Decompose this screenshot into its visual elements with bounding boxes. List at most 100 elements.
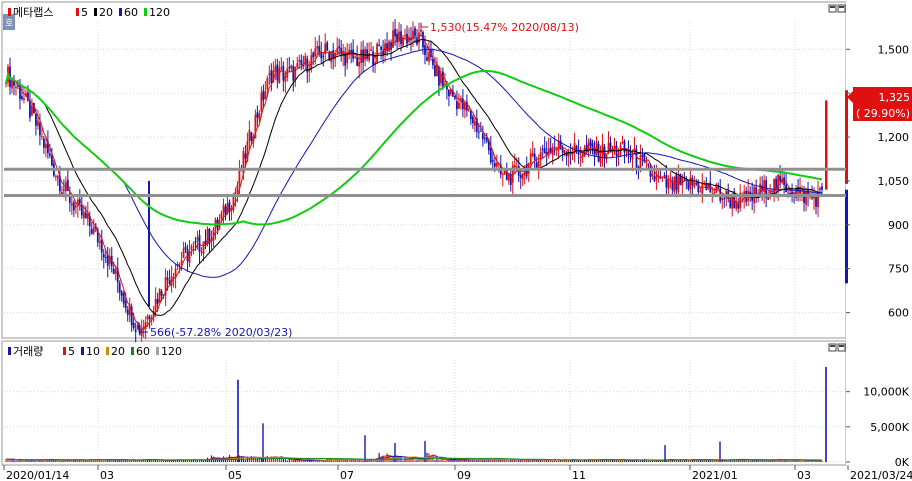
candle-body	[268, 73, 271, 76]
candle-body	[729, 199, 732, 208]
volume-bar	[155, 459, 157, 462]
volume-bar	[801, 460, 803, 462]
volume-bar	[568, 460, 570, 462]
candle-body	[158, 289, 161, 303]
candle-body	[78, 199, 81, 204]
volume-bar	[488, 459, 490, 462]
candle-body	[519, 174, 522, 178]
candle-body	[88, 216, 91, 227]
y-tick-label: 600	[888, 307, 909, 320]
candle-body	[521, 173, 524, 180]
candle-body	[108, 256, 111, 264]
candle-body	[102, 254, 105, 258]
close-icon[interactable]	[837, 4, 846, 13]
volume-bar	[298, 460, 300, 462]
candle-body	[649, 166, 652, 177]
volume-bar	[570, 459, 572, 462]
candle-body	[414, 28, 416, 37]
candle-body	[801, 189, 803, 191]
volume-bar	[484, 459, 486, 462]
legend-swatch	[76, 8, 79, 16]
volume-bar	[422, 458, 424, 462]
volume-bar	[322, 459, 324, 462]
volume-bar	[520, 459, 522, 462]
volume-bar	[693, 459, 695, 462]
candle-body	[264, 91, 267, 100]
side-tool-icon-label: 호	[5, 18, 13, 29]
volume-bar	[282, 458, 284, 462]
volume-bar	[408, 459, 410, 462]
volume-bar	[510, 458, 512, 462]
volume-bar	[17, 460, 19, 462]
volume-bar	[43, 458, 45, 462]
legend-swatch	[144, 8, 147, 16]
volume-bar	[366, 459, 368, 462]
volume-bar	[619, 458, 622, 462]
volume-bar	[300, 459, 302, 462]
volume-bar	[635, 459, 638, 462]
high-label: 1,530(15.47% 2020/08/13)	[430, 21, 579, 34]
candle-body	[190, 245, 193, 250]
candle-body	[310, 55, 313, 70]
volume-ma-60	[6, 457, 822, 461]
candle-body	[426, 57, 428, 61]
candle-body	[735, 200, 738, 209]
volume-bar	[436, 459, 438, 462]
volume-bar	[595, 460, 598, 462]
candle-body	[35, 113, 37, 126]
candle-body	[300, 59, 303, 66]
candle-body	[168, 280, 171, 284]
volume-bar	[320, 460, 322, 462]
volume-bar	[717, 460, 719, 462]
candle-body	[579, 157, 582, 159]
candle-body	[791, 191, 793, 195]
volume-bar	[65, 460, 67, 462]
candle-body	[535, 162, 538, 168]
candle-body	[819, 188, 821, 190]
volume-bar	[308, 460, 310, 462]
candle-body	[444, 84, 446, 86]
volume-bar	[310, 460, 312, 462]
maximize-icon[interactable]	[828, 4, 837, 13]
candle-body	[663, 175, 666, 177]
candle-body	[226, 203, 229, 214]
candle-body	[563, 150, 566, 155]
candle-body	[639, 155, 642, 169]
candle-body	[62, 189, 65, 191]
volume-bar	[176, 460, 179, 462]
volume-bar	[272, 456, 274, 462]
candle-body	[511, 165, 514, 183]
maximize-icon[interactable]	[828, 343, 837, 352]
candle-body	[150, 318, 153, 321]
candle-body	[282, 65, 285, 81]
volume-bar	[470, 458, 472, 462]
volume-bar	[585, 459, 588, 462]
candle-body	[687, 181, 690, 189]
volume-bar	[633, 459, 636, 462]
candle-body	[334, 53, 337, 60]
volume-bar	[198, 459, 201, 462]
candle-body	[487, 140, 490, 151]
last-price-box: 1,325 ( 29.90%)	[847, 87, 912, 121]
side-tool-icon[interactable]	[3, 14, 15, 30]
candle-body	[707, 183, 710, 189]
x-tick-label: 11	[572, 469, 586, 481]
volume-bar	[288, 458, 290, 462]
volume-bar	[19, 458, 21, 462]
candle-body	[354, 56, 357, 58]
volume-bar	[37, 459, 39, 462]
candle-body	[170, 276, 173, 286]
volume-bar	[791, 460, 793, 462]
volume-bar	[599, 459, 602, 462]
volume-bar	[105, 459, 107, 462]
volume-bar	[689, 459, 691, 462]
volume-bar	[496, 460, 498, 462]
candle-body	[148, 180, 150, 307]
volume-bar	[494, 459, 496, 462]
close-icon[interactable]	[837, 343, 846, 352]
volume-bar	[95, 459, 97, 462]
legend-label: 60	[136, 345, 150, 358]
candle-body	[220, 213, 223, 219]
volume-bar	[180, 459, 183, 462]
candle-body	[477, 131, 480, 133]
